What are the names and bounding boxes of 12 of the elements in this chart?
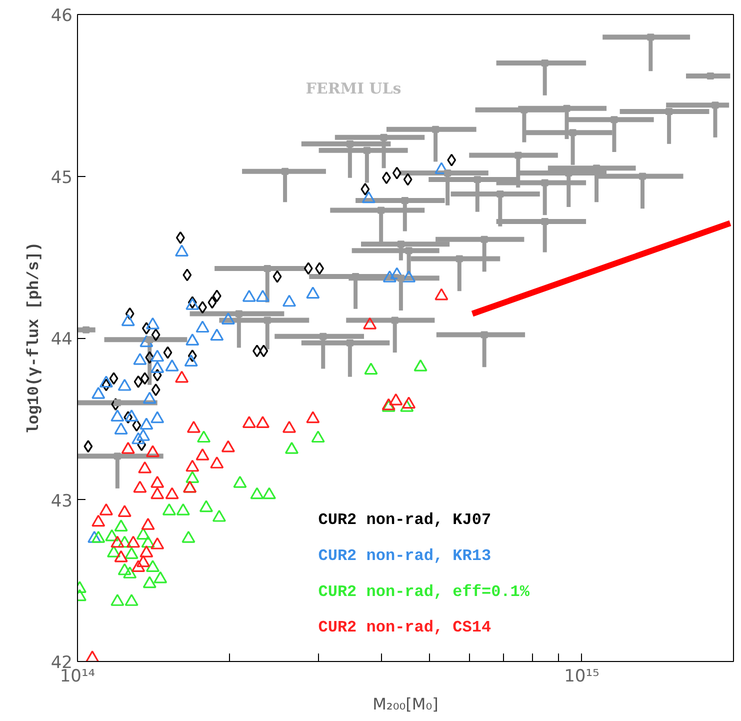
text: FERMI ULs — [306, 79, 402, 98]
text: CUR2 non-rad, CS14 — [318, 618, 492, 637]
text: CUR2 non-rad, KJ07 — [318, 510, 492, 529]
y-tick-label: 45 — [50, 168, 73, 188]
text: CUR2 non-rad, KR13 — [318, 546, 492, 565]
y-axis-title: log10(γ-flux [ph/s]) — [24, 242, 43, 434]
y-tick-label: 44 — [50, 330, 73, 350]
text: CUR2 non-rad, eff=0.1% — [318, 582, 530, 601]
x-tick-label: 10¹⁵ — [564, 666, 600, 686]
y-tick-label: 43 — [50, 491, 73, 512]
x-axis-title: M₂₀₀[M₀] — [372, 694, 438, 714]
y-tick-label: 46 — [50, 6, 73, 26]
